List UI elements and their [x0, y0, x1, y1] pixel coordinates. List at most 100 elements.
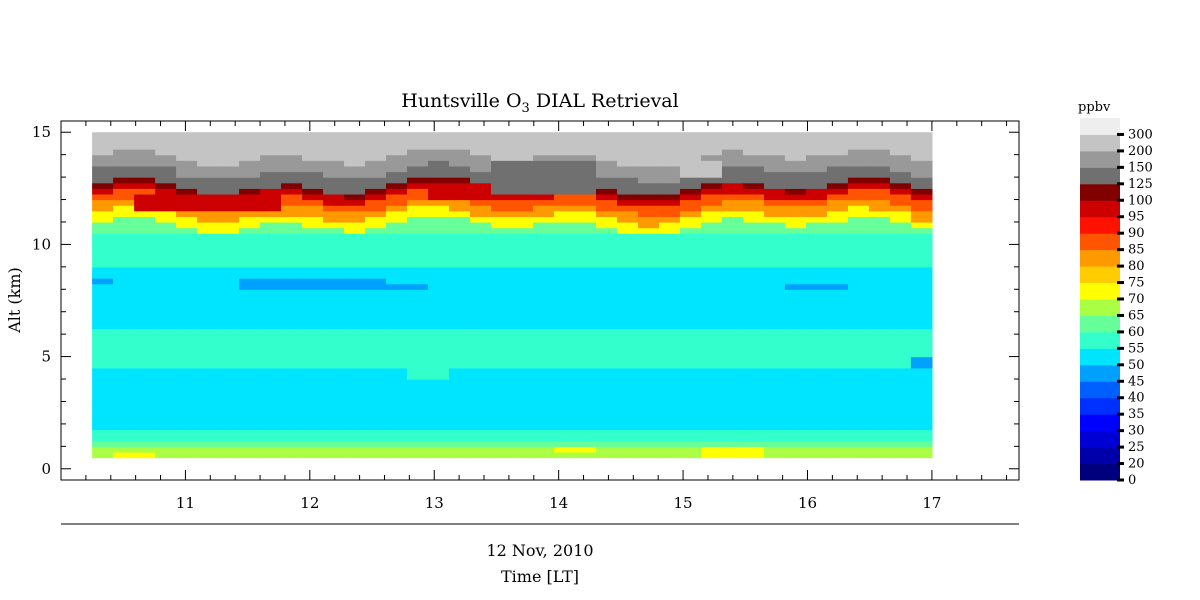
heatmap-cell — [700, 238, 723, 246]
heatmap-cell — [449, 193, 471, 201]
heatmap-cell — [428, 401, 450, 408]
heatmap-cell — [616, 261, 639, 268]
heatmap-cell — [533, 446, 555, 453]
heatmap-cell — [637, 367, 660, 375]
heatmap-cell — [239, 289, 261, 296]
heatmap-cell — [637, 137, 660, 145]
heatmap-cell — [679, 193, 702, 201]
heatmap-cell — [407, 322, 429, 330]
heatmap-cell — [197, 328, 219, 335]
heatmap-cell — [197, 379, 219, 386]
heatmap-cell — [386, 435, 408, 442]
heatmap-cell — [533, 132, 555, 139]
heatmap-cell — [826, 334, 849, 341]
heatmap-cell — [868, 446, 891, 453]
heatmap-cell — [239, 423, 261, 431]
heatmap-cell — [616, 160, 639, 167]
heatmap-cell — [826, 339, 849, 346]
heatmap-cell — [92, 446, 114, 453]
heatmap-cell — [805, 149, 828, 156]
heatmap-cell — [700, 306, 723, 313]
heatmap-cell — [763, 328, 786, 335]
heatmap-cell — [763, 255, 786, 262]
heatmap-cell — [554, 300, 576, 307]
heatmap-cell — [302, 233, 324, 240]
heatmap-cell — [260, 451, 282, 459]
heatmap-cell — [428, 205, 450, 212]
heatmap-cell — [616, 379, 639, 386]
heatmap-cell — [407, 199, 429, 206]
heatmap-cell — [721, 137, 744, 145]
heatmap-cell — [197, 227, 219, 234]
heatmap-cell — [113, 362, 135, 369]
heatmap-cell — [428, 165, 450, 173]
heatmap-cell — [113, 311, 135, 318]
heatmap-cell — [554, 188, 576, 195]
heatmap-cell — [616, 132, 639, 139]
heatmap-cell — [554, 199, 576, 206]
heatmap-cell — [679, 379, 702, 386]
heatmap-cell — [344, 418, 366, 425]
heatmap-cell — [847, 132, 870, 139]
heatmap-cell — [218, 384, 240, 391]
heatmap-cell — [470, 154, 492, 161]
heatmap-cell — [470, 350, 492, 358]
heatmap-cell — [197, 250, 219, 257]
heatmap-cell — [113, 412, 135, 419]
heatmap-cell — [784, 182, 807, 189]
heatmap-cell — [281, 440, 303, 447]
heatmap-cell — [197, 384, 219, 391]
y-tick-label: 0 — [41, 460, 51, 478]
heatmap-cell — [763, 423, 786, 431]
heatmap-cell — [742, 356, 765, 363]
heatmap-cell — [700, 407, 723, 414]
heatmap-cell — [616, 289, 639, 296]
heatmap-cell — [323, 322, 345, 330]
heatmap-cell — [554, 407, 576, 414]
heatmap-cell — [868, 362, 891, 369]
heatmap-cell — [281, 210, 303, 217]
heatmap-cell — [239, 227, 261, 234]
heatmap-cell — [554, 177, 576, 184]
heatmap-cell — [805, 401, 828, 408]
heatmap-cell — [134, 384, 156, 391]
heatmap-cell — [92, 345, 114, 352]
heatmap-cell — [574, 188, 597, 195]
heatmap-cell — [239, 193, 261, 201]
heatmap-cell — [386, 317, 408, 324]
heatmap-cell — [554, 451, 576, 459]
heatmap-cell — [176, 311, 198, 318]
heatmap-cell — [574, 334, 597, 341]
heatmap-cell — [428, 446, 450, 453]
heatmap-cell — [826, 244, 849, 251]
heatmap-cell — [491, 238, 513, 246]
heatmap-cell — [554, 328, 576, 335]
heatmap-cell — [470, 300, 492, 307]
heatmap-cell — [826, 165, 849, 173]
heatmap-cell — [679, 407, 702, 414]
heatmap-cell — [574, 435, 597, 442]
heatmap-cell — [218, 317, 240, 324]
heatmap-cell — [365, 272, 387, 279]
heatmap-cell — [847, 412, 870, 419]
heatmap-cell — [533, 149, 555, 156]
heatmap-cell — [784, 339, 807, 346]
heatmap-cell — [302, 407, 324, 414]
heatmap-cell — [344, 165, 366, 173]
heatmap-cell — [176, 435, 198, 442]
heatmap-cell — [407, 311, 429, 318]
heatmap-cell — [176, 227, 198, 234]
heatmap-cell — [700, 412, 723, 419]
heatmap-cell — [910, 165, 933, 173]
heatmap-cell — [407, 384, 429, 391]
heatmap-cell — [260, 244, 282, 251]
heatmap-cell — [302, 171, 324, 178]
heatmap-cell — [134, 401, 156, 408]
heatmap-cell — [449, 244, 471, 251]
heatmap-cell — [134, 429, 156, 436]
colorbar-label: 65 — [1128, 308, 1145, 323]
heatmap-cell — [323, 272, 345, 279]
heatmap-cell — [470, 289, 492, 296]
heatmap-cell — [554, 311, 576, 318]
